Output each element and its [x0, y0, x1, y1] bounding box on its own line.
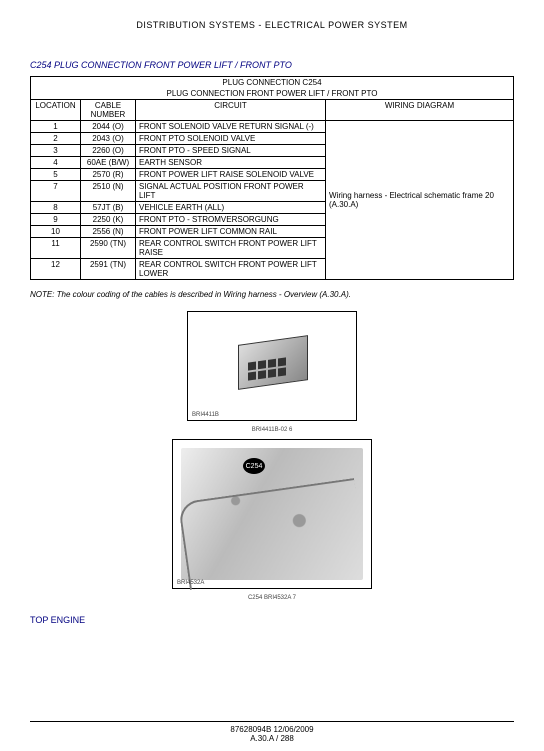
figures-area: BRI4411B BRI4411B-02 6 C254 BRI4532A C25… — [30, 311, 514, 601]
fig2-ref: BRI4532A — [177, 580, 204, 586]
fig2-caption: C254 BRI4532A 7 — [248, 595, 296, 601]
cell-location: 1 — [31, 121, 81, 133]
cell-cable: 2510 (N) — [81, 181, 136, 202]
col-location: LOCATION — [31, 100, 81, 121]
footer-page: A.30.A / 288 — [30, 734, 514, 743]
cell-cable: 2590 (TN) — [81, 238, 136, 259]
section-title: C254 PLUG CONNECTION FRONT POWER LIFT / … — [30, 60, 514, 70]
cell-circuit: VEHICLE EARTH (ALL) — [136, 202, 326, 214]
cell-location: 4 — [31, 157, 81, 169]
c254-callout: C254 — [243, 458, 265, 474]
cell-cable: 2250 (K) — [81, 214, 136, 226]
cell-location: 9 — [31, 214, 81, 226]
cell-location: 10 — [31, 226, 81, 238]
cell-wiring: Wiring harness - Electrical schematic fr… — [326, 121, 514, 280]
cell-cable: 2044 (O) — [81, 121, 136, 133]
fig1-caption: BRI4411B-02 6 — [252, 427, 293, 433]
page-header: DISTRIBUTION SYSTEMS - ELECTRICAL POWER … — [30, 20, 514, 30]
fig1-ref: BRI4411B — [192, 412, 219, 418]
col-cable: CABLE NUMBER — [81, 100, 136, 121]
cell-circuit: FRONT PTO SOLENOID VALVE — [136, 133, 326, 145]
figure-engine: C254 BRI4532A — [172, 439, 372, 589]
page-footer: 87628094B 12/06/2009 A.30.A / 288 — [30, 721, 514, 743]
cell-location: 8 — [31, 202, 81, 214]
cell-circuit: FRONT POWER LIFT COMMON RAIL — [136, 226, 326, 238]
cell-cable: 2591 (TN) — [81, 259, 136, 280]
cell-circuit: EARTH SENSOR — [136, 157, 326, 169]
cell-location: 7 — [31, 181, 81, 202]
table-title-2: PLUG CONNECTION FRONT POWER LIFT / FRONT… — [31, 88, 514, 100]
note-text: NOTE: The colour coding of the cables is… — [30, 290, 514, 299]
cell-circuit: FRONT SOLENOID VALVE RETURN SIGNAL (-) — [136, 121, 326, 133]
cell-location: 3 — [31, 145, 81, 157]
cell-cable: 60AE (B/W) — [81, 157, 136, 169]
connection-table: PLUG CONNECTION C254 PLUG CONNECTION FRO… — [30, 76, 514, 280]
cell-circuit: FRONT POWER LIFT RAISE SOLENOID VALVE — [136, 169, 326, 181]
table-title-1: PLUG CONNECTION C254 — [31, 77, 514, 89]
cell-circuit: FRONT PTO - STROMVERSORGUNG — [136, 214, 326, 226]
table-row: 12044 (O)FRONT SOLENOID VALVE RETURN SIG… — [31, 121, 514, 133]
cell-location: 2 — [31, 133, 81, 145]
cell-circuit: SIGNAL ACTUAL POSITION FRONT POWER LIFT — [136, 181, 326, 202]
footer-doc: 87628094B 12/06/2009 — [30, 725, 514, 734]
figure-connector: BRI4411B — [187, 311, 357, 421]
cell-cable: 2570 (R) — [81, 169, 136, 181]
cell-cable: 2043 (O) — [81, 133, 136, 145]
cell-cable: 2260 (O) — [81, 145, 136, 157]
cell-cable: 57JT (B) — [81, 202, 136, 214]
cell-location: 11 — [31, 238, 81, 259]
cell-location: 5 — [31, 169, 81, 181]
cell-circuit: REAR CONTROL SWITCH FRONT POWER LIFT LOW… — [136, 259, 326, 280]
cell-location: 12 — [31, 259, 81, 280]
col-wiring: WIRING DIAGRAM — [326, 100, 514, 121]
cell-circuit: FRONT PTO - SPEED SIGNAL — [136, 145, 326, 157]
cell-cable: 2556 (N) — [81, 226, 136, 238]
cell-circuit: REAR CONTROL SWITCH FRONT POWER LIFT RAI… — [136, 238, 326, 259]
top-engine-label: TOP ENGINE — [30, 615, 514, 625]
col-circuit: CIRCUIT — [136, 100, 326, 121]
